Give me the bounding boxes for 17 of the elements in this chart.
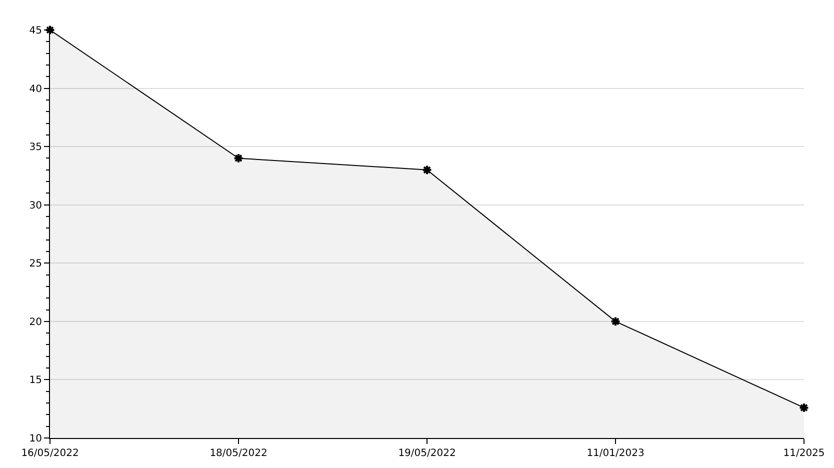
point xyxy=(610,316,621,327)
x-tick-label: 18/05/2022 xyxy=(210,448,268,459)
y-tick-label: 35 xyxy=(29,142,42,154)
y-tick-label: 45 xyxy=(29,26,42,36)
y-tick-label: 25 xyxy=(29,258,42,270)
y-tick-label: 30 xyxy=(29,200,42,212)
y-tick-label: 10 xyxy=(29,434,42,444)
point xyxy=(422,164,432,176)
point xyxy=(233,153,244,164)
y-tick-label: 20 xyxy=(29,316,42,328)
y-tick-label: 40 xyxy=(29,84,42,95)
x-tick-label: 11/01/2023 xyxy=(586,448,644,459)
point xyxy=(798,402,810,413)
y-tick-label: 15 xyxy=(29,375,42,386)
x-tick-label: 11/2025 xyxy=(783,448,825,459)
x-tick-label: 19/05/2022 xyxy=(398,448,456,459)
x-tick-label: 16/05/2022 xyxy=(21,448,79,459)
